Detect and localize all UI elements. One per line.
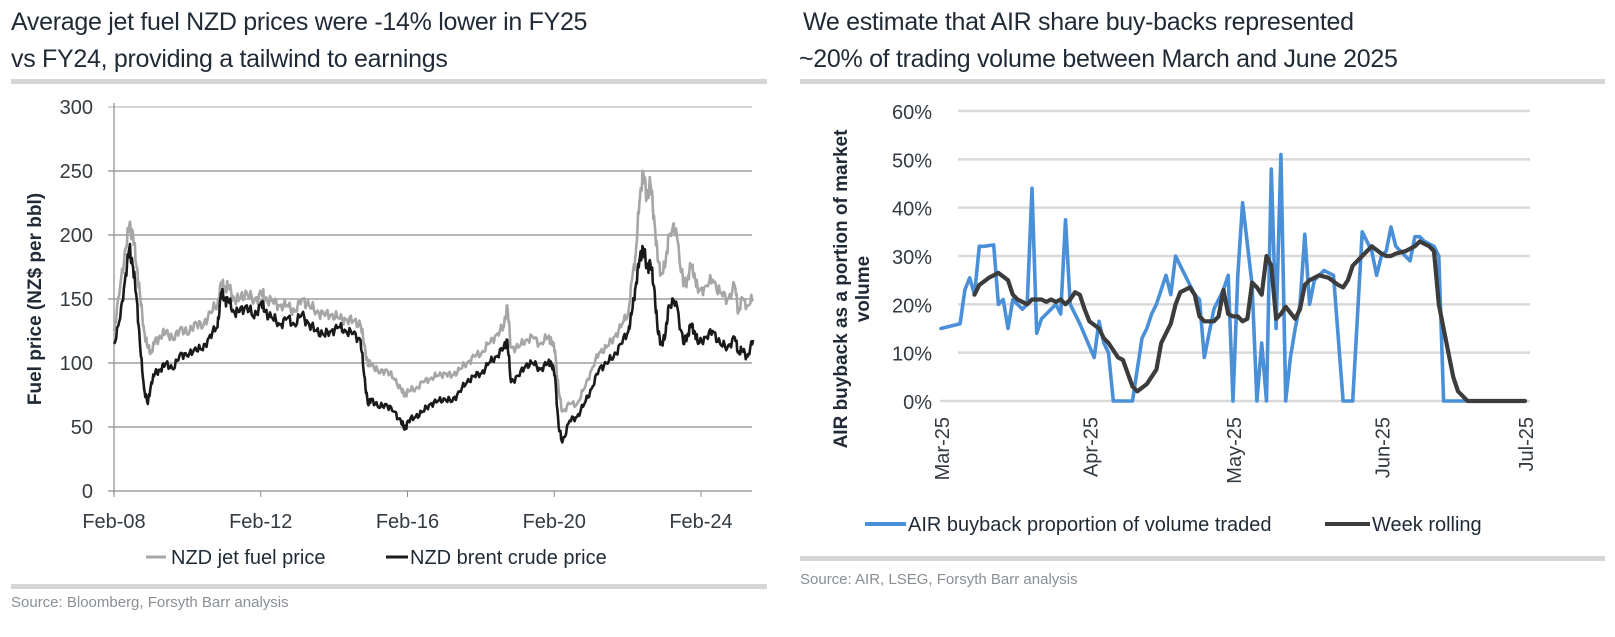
y-tick-labels: 0 50 100 150 200 250 300 <box>60 97 93 503</box>
x-tick-label: Feb-16 <box>376 511 439 533</box>
title-divider <box>11 79 767 84</box>
legend-label-brent: NZD brent crude price <box>410 547 607 569</box>
x-tick-labels: Mar-25 Apr-25 May-25 Jun-25 Jul-25 <box>932 417 1538 484</box>
y-gridlines <box>108 106 752 492</box>
x-tick-label: Apr-25 <box>1080 417 1102 477</box>
buyback-chart-title-line1: We estimate that AIR share buy-backs rep… <box>803 8 1354 36</box>
x-tick-labels: Feb-08 Feb-12 Feb-16 Feb-20 Feb-24 <box>82 491 733 533</box>
x-tick-label: May-25 <box>1224 417 1246 484</box>
buyback-chart: 0% 10% 20% 30% 40% 50% 60% Mar-25 Apr-25 May-25 J… <box>831 102 1538 536</box>
y-tick-label: 150 <box>60 289 93 311</box>
title-divider <box>800 79 1605 84</box>
source-note: Source: Bloomberg, Forsyth Barr analysis <box>11 594 289 611</box>
legend-label-rolling: Week rolling <box>1372 514 1482 536</box>
brent-crude-price-line <box>112 242 755 444</box>
legend: NZD jet fuel price NZD brent crude price <box>146 547 607 569</box>
jet-fuel-price-line <box>112 169 755 413</box>
y-tick-label: 0% <box>903 392 932 414</box>
y-axis-title: Fuel price (NZ$ per bbl) <box>25 193 46 405</box>
y-tick-label: 100 <box>60 353 93 375</box>
buyback-chart-title-line2: ~20% of trading volume between March and… <box>799 45 1398 73</box>
source-divider <box>11 584 767 589</box>
y-tick-label: 250 <box>60 161 93 183</box>
y-tick-label: 60% <box>892 102 932 124</box>
x-tick-label: Jul-25 <box>1516 417 1538 471</box>
y-axis-title-line1: AIR buyback as a portion of market <box>831 129 852 449</box>
buyback-proportion-line <box>939 152 1527 403</box>
y-tick-label: 20% <box>892 295 932 317</box>
x-tick-label: Jun-25 <box>1372 417 1394 478</box>
jet-fuel-chart-title-line2: vs FY24, providing a tailwind to earning… <box>11 45 448 73</box>
source-divider <box>800 556 1605 561</box>
x-tick-label: Feb-24 <box>669 511 732 533</box>
jet-fuel-chart-title-line1: Average jet fuel NZD prices were -14% lo… <box>11 8 588 36</box>
legend-label-buyback: AIR buyback proportion of volume traded <box>908 514 1272 536</box>
x-tick-label: Feb-12 <box>229 511 292 533</box>
buyback-panel: We estimate that AIR share buy-backs rep… <box>790 0 1615 637</box>
legend-label-jet-fuel: NZD jet fuel price <box>171 547 326 569</box>
y-tick-label: 200 <box>60 225 93 247</box>
x-tick-label: Mar-25 <box>932 417 954 480</box>
legend: AIR buyback proportion of volume traded … <box>865 514 1482 536</box>
y-tick-label: 50 <box>71 417 93 439</box>
jet-fuel-panel: Average jet fuel NZD prices were -14% lo… <box>0 0 790 637</box>
y-tick-label: 300 <box>60 97 93 119</box>
x-tick-label: Feb-20 <box>523 511 586 533</box>
y-tick-label: 50% <box>892 150 932 172</box>
y-tick-label: 40% <box>892 199 932 221</box>
y-tick-labels: 0% 10% 20% 30% 40% 50% 60% <box>892 102 932 414</box>
week-rolling-line <box>972 239 1528 404</box>
y-tick-label: 30% <box>892 247 932 269</box>
y-tick-label: 0 <box>82 481 93 503</box>
y-axis-title-line2: volume <box>853 256 874 323</box>
y-tick-label: 10% <box>892 344 932 366</box>
x-tick-label: Feb-08 <box>82 511 145 533</box>
series-lines <box>939 152 1528 404</box>
series-lines <box>112 169 755 444</box>
source-note: Source: AIR, LSEG, Forsyth Barr analysis <box>800 571 1078 588</box>
